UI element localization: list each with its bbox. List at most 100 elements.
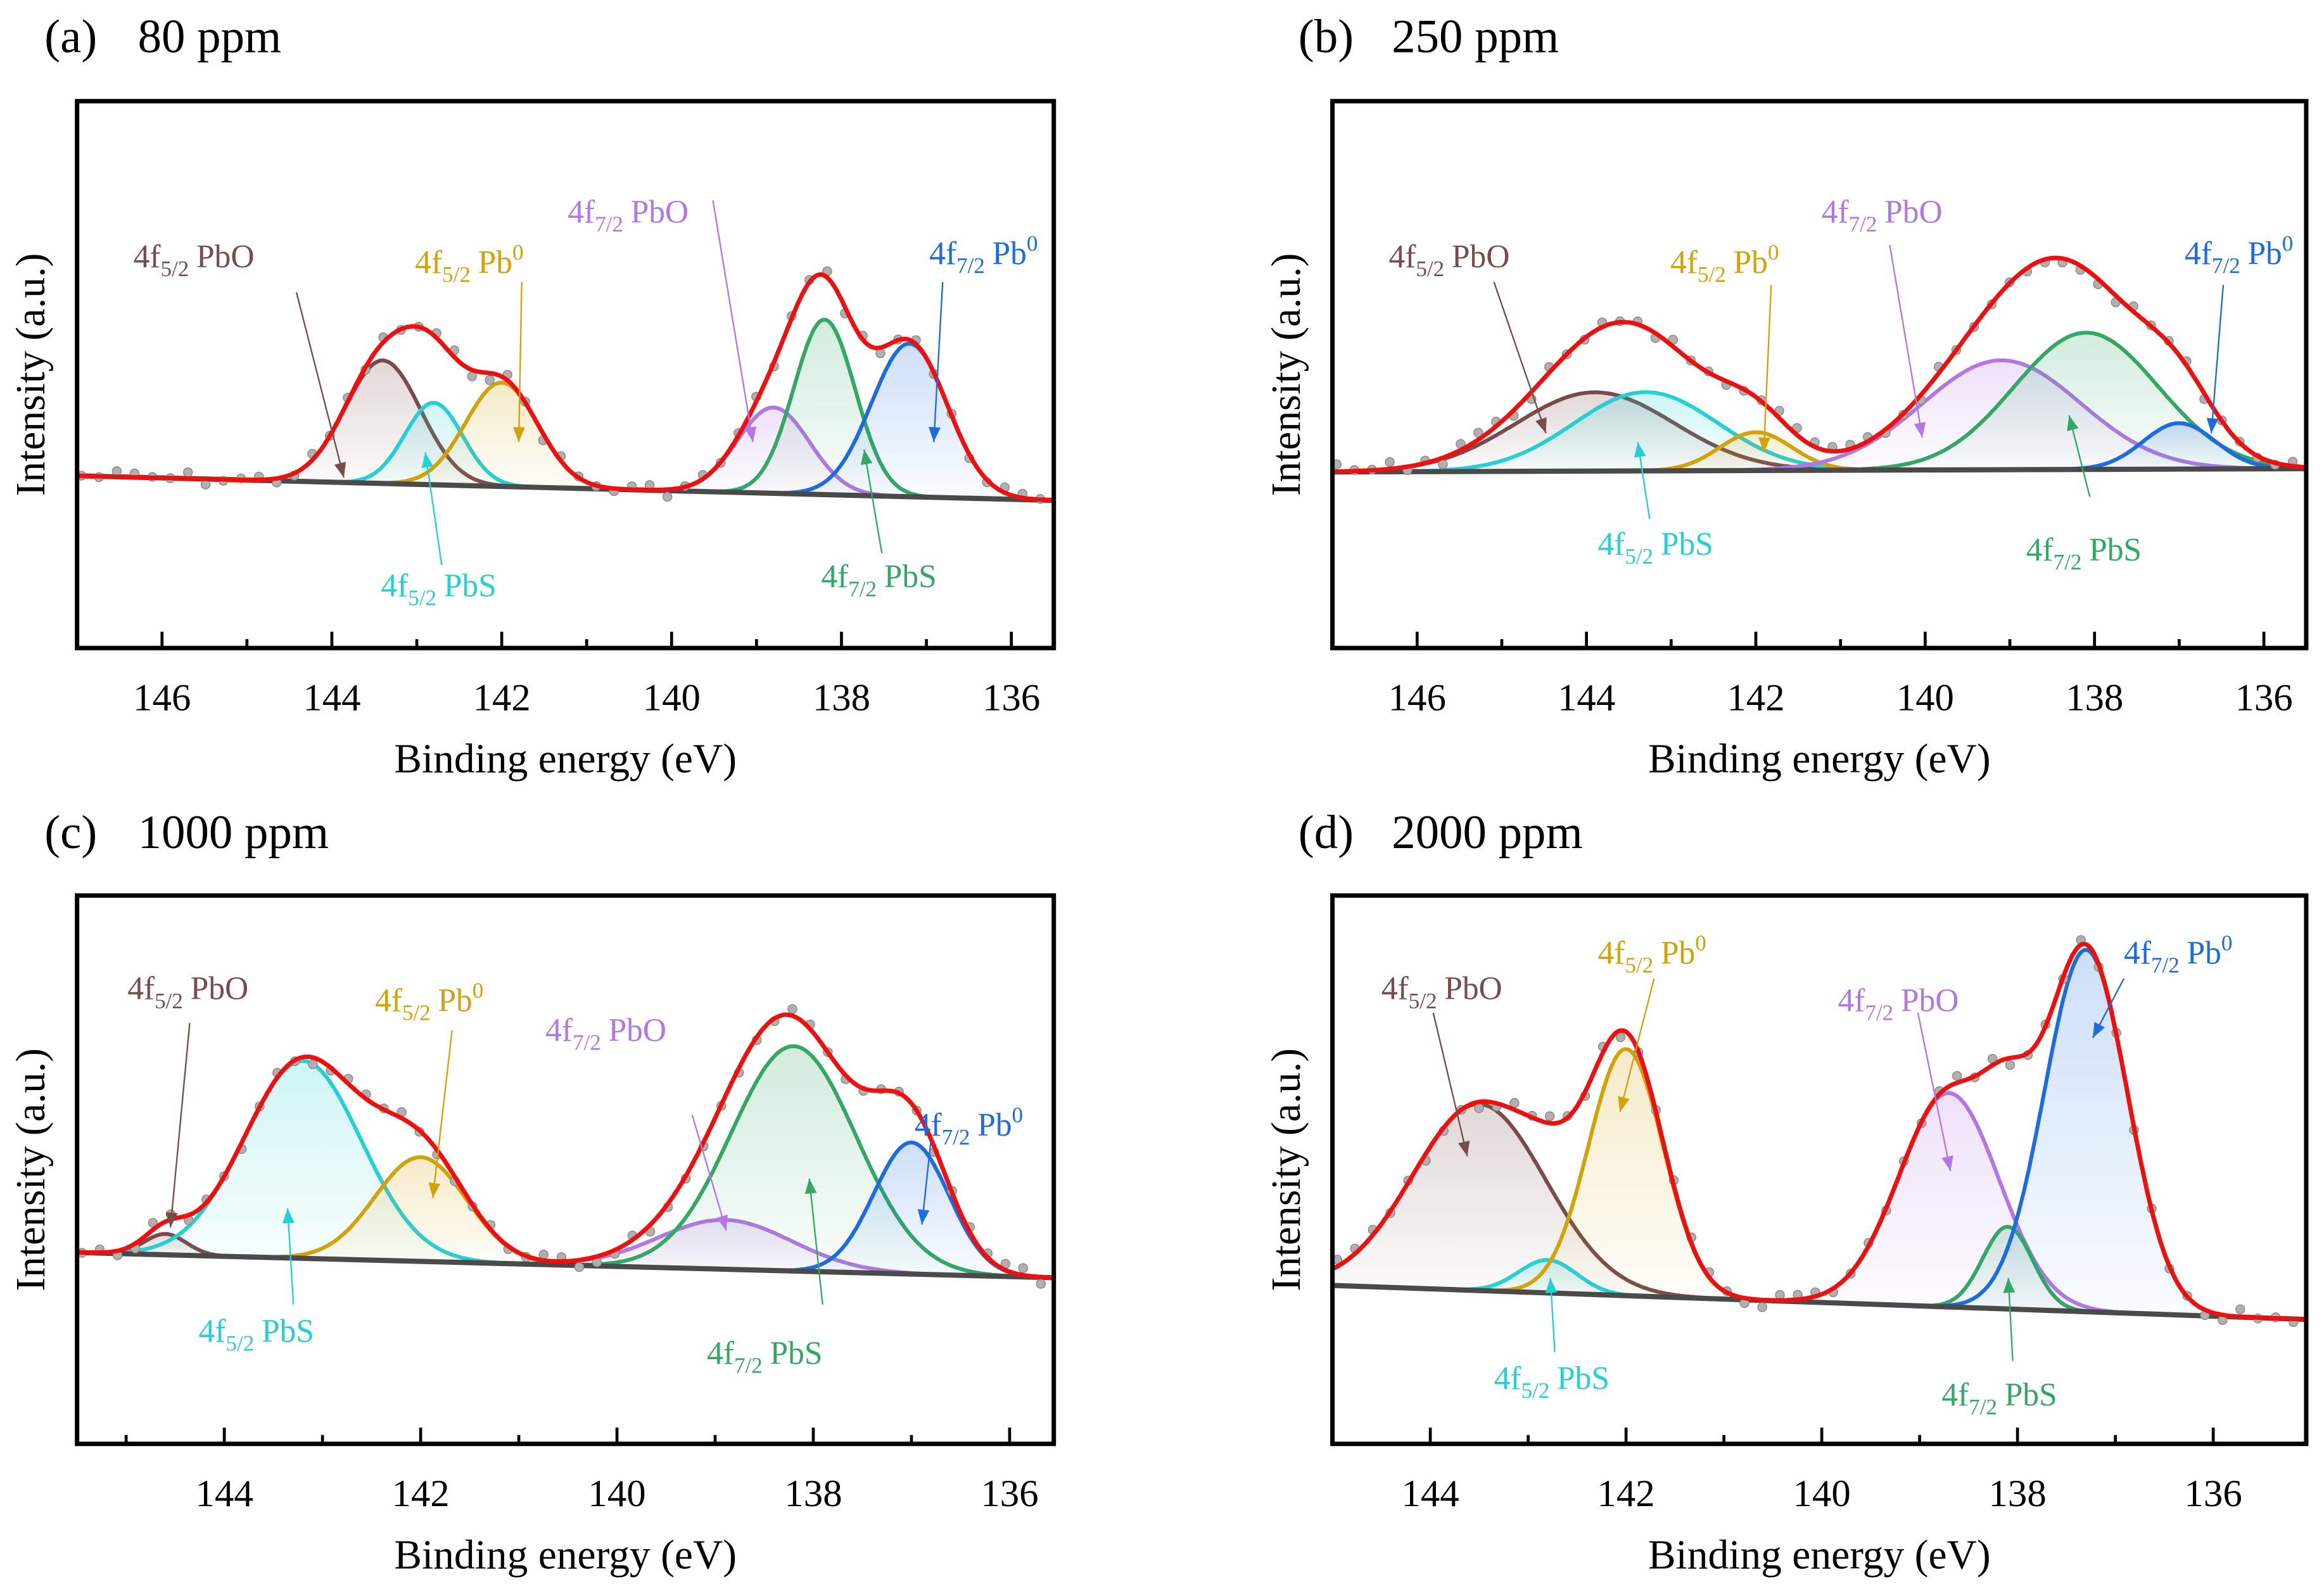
y-axis-label: Intensity (a.u.) (8, 1048, 54, 1291)
arrowhead-icon (1914, 422, 1926, 438)
spin-orbit-subscript: 7/2 (956, 253, 985, 278)
x-tick-label: 142 (1727, 676, 1784, 719)
component-fill (1692, 1093, 2207, 1316)
orbital: 4f (2185, 236, 2213, 272)
peak-annotation: 4f5/2 PbS (1597, 441, 1713, 569)
orbital: 4f (134, 239, 162, 275)
species: PbO (1452, 239, 1510, 275)
arrowhead-icon (1618, 1096, 1630, 1112)
peak-label: 4f5/2 PbS (1494, 1360, 1610, 1403)
annotation-arrow (808, 1178, 823, 1305)
species: PbS (262, 1313, 314, 1349)
spin-orbit-subscript: 5/2 (155, 989, 183, 1013)
x-axis-label: Binding energy (eV) (1648, 737, 1991, 782)
annotation-arrow (432, 1030, 453, 1198)
x-tick-label: 136 (982, 676, 1040, 719)
species: PbO (191, 971, 249, 1007)
orbital: 4f (545, 1012, 573, 1048)
x-tick-label: 144 (1558, 676, 1615, 719)
data-point (200, 479, 211, 490)
panel-title: 2000 ppm (1392, 806, 1583, 859)
oxidation-superscript: 0 (1012, 1103, 1023, 1127)
peak-label: 4f7/2 PbS (2026, 532, 2142, 574)
x-tick-label: 140 (588, 1473, 645, 1515)
x-tick-label: 136 (2185, 1473, 2242, 1515)
orbital: 4f (1381, 971, 1409, 1007)
orbital: 4f (375, 982, 403, 1018)
spin-orbit-subscript: 5/2 (442, 262, 471, 287)
spin-orbit-subscript: 7/2 (1865, 1000, 1893, 1025)
plot-area (1332, 255, 2306, 476)
panel-title: 1000 ppm (138, 806, 329, 859)
panel-label: (a) (44, 11, 97, 63)
peak-annotation: 4f5/2 PbO (127, 971, 249, 1228)
peak-annotation: 4f7/2 PbO (568, 194, 757, 443)
peak-label: 4f7/2 Pb0 (929, 231, 1038, 278)
data-point (1757, 1302, 1767, 1312)
spin-orbit-subscript: 5/2 (408, 585, 436, 610)
y-axis-label: Intensity (a.u.) (1264, 1048, 1309, 1291)
peak-annotation: 4f7/2 PbS (821, 449, 937, 601)
component-fill (719, 1142, 1054, 1278)
data-point (1474, 1103, 1484, 1113)
peak-label: 4f7/2 PbO (1822, 194, 1943, 237)
x-tick-label: 144 (303, 676, 360, 719)
orbital: 4f (929, 236, 957, 272)
annotation-arrow (286, 1208, 295, 1305)
peak-label: 4f7/2 PbO (1838, 982, 1959, 1025)
x-axis-label: Binding energy (eV) (394, 737, 737, 782)
orbital: 4f (1838, 982, 1866, 1018)
component-fill (668, 319, 983, 499)
peak-annotation: 4f7/2 PbS (707, 1178, 823, 1378)
background-line (77, 1250, 1054, 1281)
peak-annotation: 4f7/2 Pb0 (2185, 231, 2293, 433)
arrowhead-icon (716, 1214, 728, 1231)
peak-annotation: 4f5/2 Pb0 (375, 978, 483, 1198)
x-tick-label: 142 (473, 676, 530, 719)
panel-label: (d) (1299, 806, 1354, 859)
component-fill (1332, 392, 2017, 472)
annotation-arrow (863, 449, 883, 554)
peak-annotation: 4f5/2 Pb0 (1597, 931, 1706, 1112)
component-fill (1332, 1104, 1822, 1303)
oxidation-superscript: 0 (2221, 931, 2233, 956)
arrowhead-icon (1758, 437, 1770, 453)
species: PbO (631, 194, 689, 231)
data-point (1018, 1263, 1028, 1273)
component-fill (316, 383, 688, 491)
oxidation-superscript: 0 (1027, 231, 1038, 256)
arrowhead-icon (2206, 417, 2219, 433)
peak-annotation: 4f7/2 Pb0 (2092, 931, 2233, 1039)
peak-label: 4f7/2 PbO (545, 1012, 666, 1055)
x-tick-label: 146 (133, 676, 191, 719)
arrowhead-icon (513, 427, 525, 442)
species: PbS (2089, 532, 2142, 568)
plot-frame (75, 99, 1057, 650)
spin-orbit-subscript: 5/2 (1409, 989, 1437, 1013)
data-point (1438, 459, 1448, 469)
orbital: 4f (915, 1107, 943, 1143)
x-tick-label: 144 (1401, 1473, 1459, 1515)
plot-area (1332, 935, 2306, 1328)
peak-annotation: 4f5/2 Pb0 (415, 240, 525, 442)
species: PbS (884, 559, 937, 595)
species: PbS (770, 1335, 823, 1371)
component-fill (1571, 432, 1941, 471)
data-point (1952, 1070, 1962, 1081)
spin-orbit-subscript: 7/2 (2212, 253, 2240, 278)
peak-annotation: 4f5/2 PbS (381, 452, 497, 610)
species: Pb (478, 244, 512, 281)
data-point (111, 466, 122, 476)
x-tick-label: 140 (643, 676, 701, 719)
y-axis-label: Intensity (a.u.) (8, 253, 54, 497)
panel-b: (b) 250 ppm 146 144 142 140 138 136 Binding ener… (1264, 11, 2309, 782)
x-axis-label: Binding energy (eV) (394, 1532, 737, 1578)
species: PbS (444, 567, 497, 604)
annotation-arrow (2210, 284, 2225, 433)
orbital: 4f (1389, 239, 1417, 275)
orbital: 4f (1494, 1360, 1522, 1397)
orbital: 4f (199, 1313, 227, 1349)
arrowhead-icon (1634, 441, 1646, 458)
x-tick-label: 138 (784, 1473, 842, 1515)
data-point (308, 1059, 318, 1069)
